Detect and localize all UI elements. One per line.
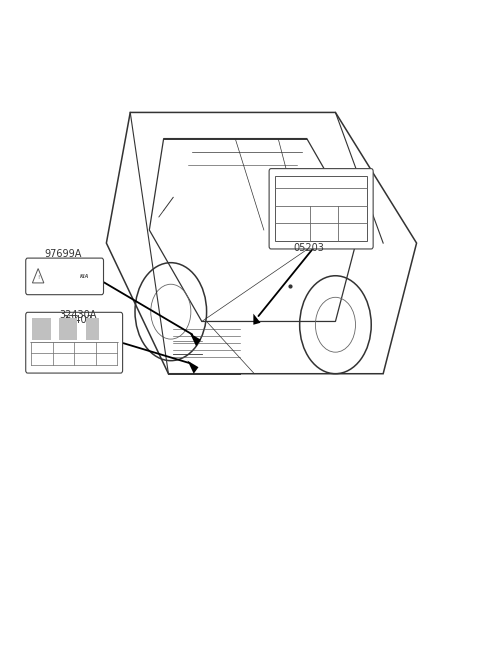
Bar: [33, 318, 50, 324]
Text: 32430A: 32430A: [59, 310, 96, 319]
Text: KIA: KIA: [80, 274, 90, 279]
Bar: [59, 324, 77, 330]
Text: 97699A: 97699A: [45, 249, 82, 259]
Bar: [86, 318, 99, 324]
Bar: [33, 329, 50, 335]
Polygon shape: [188, 361, 199, 374]
Bar: [59, 318, 77, 324]
Text: 32402: 32402: [62, 315, 93, 325]
Bar: [33, 324, 50, 330]
Bar: [86, 329, 99, 335]
Bar: [33, 334, 50, 340]
FancyBboxPatch shape: [269, 169, 373, 249]
Bar: [59, 329, 77, 335]
Bar: [86, 334, 99, 340]
FancyBboxPatch shape: [26, 312, 122, 373]
Polygon shape: [253, 314, 261, 325]
Bar: [59, 334, 77, 340]
FancyBboxPatch shape: [26, 258, 104, 295]
Polygon shape: [190, 333, 201, 346]
Text: !: !: [37, 275, 39, 279]
Text: 05203: 05203: [294, 243, 324, 253]
Bar: [275, 176, 367, 241]
Bar: [86, 324, 99, 330]
